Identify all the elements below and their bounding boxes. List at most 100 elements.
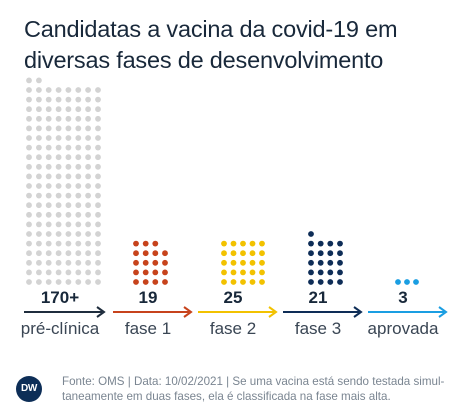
phase-label: aprovada xyxy=(368,319,439,338)
dot xyxy=(317,269,324,276)
arrow-head xyxy=(438,306,448,318)
dot xyxy=(26,163,32,170)
dot xyxy=(65,115,72,122)
dot xyxy=(95,115,101,122)
dot xyxy=(327,279,334,285)
footer: DW Fonte: OMS | Data: 10/02/2021 | Se um… xyxy=(0,367,474,413)
dot xyxy=(75,87,82,93)
dot xyxy=(337,240,343,247)
dot xyxy=(317,259,324,266)
arrow-head xyxy=(353,306,363,318)
dot xyxy=(85,135,91,141)
dot xyxy=(45,259,52,266)
dot xyxy=(95,192,101,199)
dot xyxy=(55,173,62,180)
dot xyxy=(26,135,32,141)
dot-group-4 xyxy=(395,279,419,285)
dot xyxy=(45,173,52,180)
dot xyxy=(85,183,91,189)
value-label: 25 xyxy=(224,288,243,307)
dot xyxy=(413,279,419,285)
dot xyxy=(26,192,32,199)
dot xyxy=(55,144,62,151)
dot xyxy=(133,279,139,285)
dot xyxy=(75,269,82,276)
dot xyxy=(36,106,42,113)
dot xyxy=(36,173,42,180)
dot xyxy=(65,163,72,170)
dot xyxy=(95,259,101,266)
dot xyxy=(26,183,32,189)
dot xyxy=(259,259,265,266)
dot xyxy=(55,269,62,276)
dot-group-2 xyxy=(221,240,265,285)
dot xyxy=(26,259,32,266)
dot xyxy=(75,135,82,141)
dot xyxy=(249,259,256,266)
dot xyxy=(221,269,227,276)
dot xyxy=(65,96,72,103)
dot xyxy=(26,144,32,151)
dot xyxy=(45,144,52,151)
dot xyxy=(95,163,101,170)
dot xyxy=(65,192,72,199)
dot xyxy=(317,240,324,247)
dot xyxy=(95,250,101,257)
dot xyxy=(95,211,101,218)
dot xyxy=(95,221,101,228)
dot xyxy=(259,269,265,276)
dot xyxy=(36,259,42,266)
dot xyxy=(36,279,42,285)
arrow-0 xyxy=(24,306,106,318)
dot xyxy=(75,115,82,122)
dot xyxy=(85,96,91,103)
dot xyxy=(75,192,82,199)
dot xyxy=(337,279,343,285)
dot xyxy=(45,96,52,103)
dot xyxy=(133,250,139,257)
dot xyxy=(55,87,62,93)
dot xyxy=(45,163,52,170)
dot xyxy=(45,221,52,228)
dot xyxy=(230,279,237,285)
dot xyxy=(65,154,72,161)
dot xyxy=(327,259,334,266)
value-label: 170+ xyxy=(41,288,79,307)
dot xyxy=(55,154,62,161)
dot xyxy=(85,250,91,257)
value-label: 3 xyxy=(398,288,407,307)
dot xyxy=(26,231,32,237)
dot xyxy=(327,269,334,276)
dot xyxy=(75,173,82,180)
dot xyxy=(327,250,334,257)
dot xyxy=(65,259,72,266)
dot xyxy=(45,135,52,141)
dot xyxy=(36,183,42,189)
dot xyxy=(36,144,42,151)
dot xyxy=(85,125,91,132)
dot xyxy=(45,250,52,257)
dot xyxy=(36,87,42,93)
dot xyxy=(230,259,237,266)
dot xyxy=(26,106,32,113)
dot xyxy=(85,279,91,285)
dot xyxy=(45,125,52,132)
dot xyxy=(317,250,324,257)
dot xyxy=(65,202,72,209)
dot xyxy=(85,115,91,122)
dot xyxy=(36,163,42,170)
dot xyxy=(45,183,52,189)
dot xyxy=(65,221,72,228)
dot xyxy=(45,211,52,218)
arrow-head xyxy=(268,306,278,318)
dot xyxy=(95,231,101,237)
source-note: Fonte: OMS | Data: 10/02/2021 | Se uma v… xyxy=(62,374,466,404)
dot xyxy=(395,279,401,285)
dot xyxy=(337,259,343,266)
dot xyxy=(26,96,32,103)
dot xyxy=(404,279,410,285)
dot xyxy=(36,154,42,161)
dot xyxy=(55,192,62,199)
dot xyxy=(85,163,91,170)
dot xyxy=(26,115,32,122)
